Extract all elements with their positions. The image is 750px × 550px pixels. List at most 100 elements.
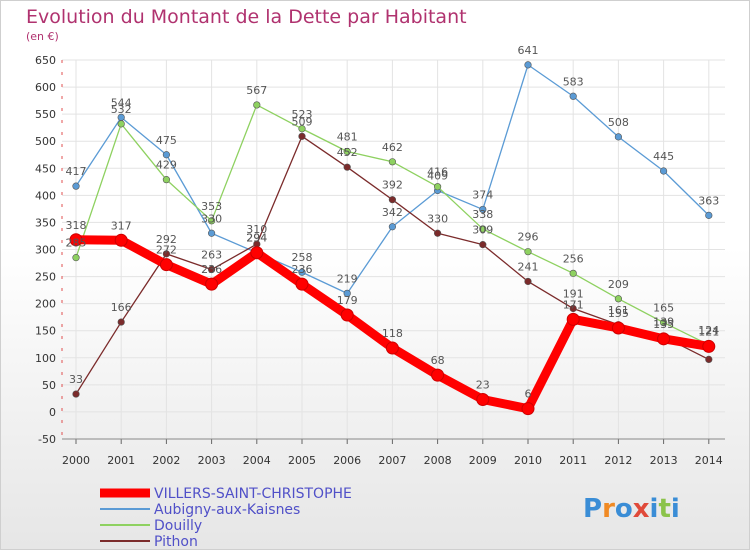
data-label: 256 bbox=[563, 252, 584, 265]
data-point bbox=[208, 229, 216, 237]
legend-label: Pithon bbox=[154, 534, 198, 550]
data-point bbox=[72, 390, 80, 398]
data-label: 567 bbox=[246, 84, 267, 97]
data-point bbox=[434, 229, 442, 237]
data-label: 353 bbox=[201, 200, 222, 213]
y-tick-label: 50 bbox=[42, 379, 56, 392]
data-point bbox=[431, 368, 445, 382]
chart-subtitle: (en €) bbox=[26, 30, 59, 43]
logo-letter: i bbox=[650, 494, 659, 524]
data-point bbox=[340, 308, 354, 322]
data-point bbox=[159, 258, 173, 272]
data-label: 509 bbox=[292, 115, 313, 128]
data-label: 363 bbox=[698, 194, 719, 207]
y-tick-label: 0 bbox=[49, 406, 56, 419]
legend-label: Douilly bbox=[154, 518, 202, 534]
data-label: 171 bbox=[563, 298, 584, 311]
data-point bbox=[205, 277, 219, 291]
data-label: 6 bbox=[525, 388, 532, 401]
y-tick-label: 500 bbox=[35, 135, 56, 148]
chart-title: Evolution du Montant de la Dette par Hab… bbox=[26, 6, 467, 28]
data-point bbox=[659, 318, 668, 327]
data-point bbox=[117, 120, 125, 128]
data-point bbox=[569, 92, 577, 100]
data-point bbox=[69, 233, 83, 247]
data-label: 209 bbox=[608, 278, 629, 291]
x-tick-label: 2009 bbox=[469, 454, 497, 467]
data-label: 292 bbox=[156, 233, 177, 246]
data-point bbox=[705, 211, 713, 219]
x-tick-label: 2003 bbox=[198, 454, 226, 467]
data-point bbox=[343, 289, 351, 297]
data-label: 330 bbox=[427, 212, 448, 225]
data-label: 310 bbox=[246, 223, 267, 236]
data-point bbox=[343, 163, 351, 171]
y-tick-label: 400 bbox=[35, 189, 56, 202]
data-label: 445 bbox=[653, 150, 674, 163]
data-point bbox=[298, 125, 306, 133]
proxiti-logo: Proxiti bbox=[583, 494, 680, 524]
data-label: 508 bbox=[608, 116, 629, 129]
data-label: 317 bbox=[111, 219, 132, 232]
data-point bbox=[614, 133, 623, 141]
data-point bbox=[72, 254, 80, 262]
data-label: 392 bbox=[382, 179, 403, 192]
data-label: 409 bbox=[427, 169, 448, 182]
data-label: 374 bbox=[472, 188, 493, 201]
x-tick-label: 2005 bbox=[288, 454, 316, 467]
x-tick-label: 2004 bbox=[243, 454, 271, 467]
data-point bbox=[388, 223, 397, 231]
data-point bbox=[659, 167, 668, 175]
data-point bbox=[524, 277, 532, 286]
x-tick-label: 2008 bbox=[424, 454, 452, 467]
data-point bbox=[208, 265, 216, 274]
data-point bbox=[298, 132, 306, 140]
data-point bbox=[343, 147, 351, 156]
data-label: 309 bbox=[472, 224, 493, 237]
data-label: 462 bbox=[382, 141, 403, 154]
y-tick-label: 100 bbox=[35, 352, 56, 365]
data-label: 523 bbox=[292, 108, 313, 121]
data-point bbox=[295, 277, 309, 291]
data-point bbox=[657, 332, 671, 346]
logo-letter: o bbox=[615, 494, 633, 524]
x-tick-label: 2006 bbox=[333, 454, 361, 467]
x-tick-label: 2011 bbox=[559, 454, 587, 467]
data-label: 219 bbox=[337, 272, 358, 285]
data-point bbox=[117, 318, 125, 326]
data-label: 33 bbox=[69, 373, 83, 386]
data-label: 165 bbox=[653, 302, 674, 315]
data-labels: 318 3172722362942361791186823617115513512… bbox=[66, 44, 720, 401]
data-label: 135 bbox=[653, 318, 674, 331]
data-label: 241 bbox=[518, 260, 539, 273]
x-tick-label: 2014 bbox=[695, 454, 723, 467]
data-point bbox=[476, 392, 490, 406]
data-label: 330 bbox=[201, 212, 222, 225]
y-tick-label: -50 bbox=[38, 433, 56, 446]
data-point bbox=[72, 182, 80, 190]
data-point bbox=[479, 241, 487, 249]
y-tick-label: 550 bbox=[35, 108, 56, 121]
data-label: 583 bbox=[563, 75, 584, 88]
data-label: 161 bbox=[608, 304, 629, 317]
logo-letter: P bbox=[583, 494, 602, 524]
data-point bbox=[162, 176, 170, 184]
data-point bbox=[385, 341, 399, 355]
data-label: 263 bbox=[201, 249, 222, 262]
data-label: 544 bbox=[111, 96, 132, 109]
logo-letter: i bbox=[671, 494, 680, 524]
data-label: 166 bbox=[111, 301, 132, 314]
data-label: 139 bbox=[653, 316, 674, 329]
data-label: 416 bbox=[427, 166, 448, 179]
data-label: 429 bbox=[156, 159, 177, 172]
proxiti-logo-text: Proxiti bbox=[583, 494, 680, 524]
data-label: 23 bbox=[476, 378, 490, 391]
y-tick-label: 300 bbox=[35, 244, 56, 257]
legend-label: Aubigny-aux-Kaisnes bbox=[154, 502, 300, 518]
data-point bbox=[479, 205, 487, 214]
data-point bbox=[434, 183, 442, 191]
x-tick-label: 2002 bbox=[152, 454, 180, 467]
data-label: 296 bbox=[518, 231, 539, 244]
data-point bbox=[298, 268, 306, 276]
